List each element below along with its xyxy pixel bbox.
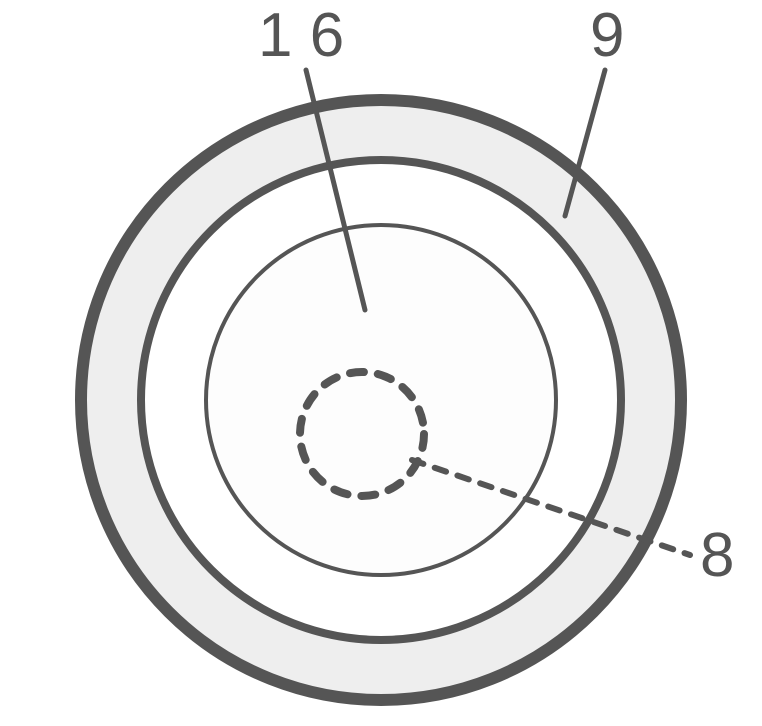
callout-label-16: 1 6 — [258, 0, 344, 71]
callout-label-9: 9 — [590, 0, 624, 71]
diagram-canvas: 1 6 9 8 — [0, 0, 762, 726]
callout-label-8: 8 — [700, 520, 734, 591]
cross-section-svg — [0, 0, 762, 726]
